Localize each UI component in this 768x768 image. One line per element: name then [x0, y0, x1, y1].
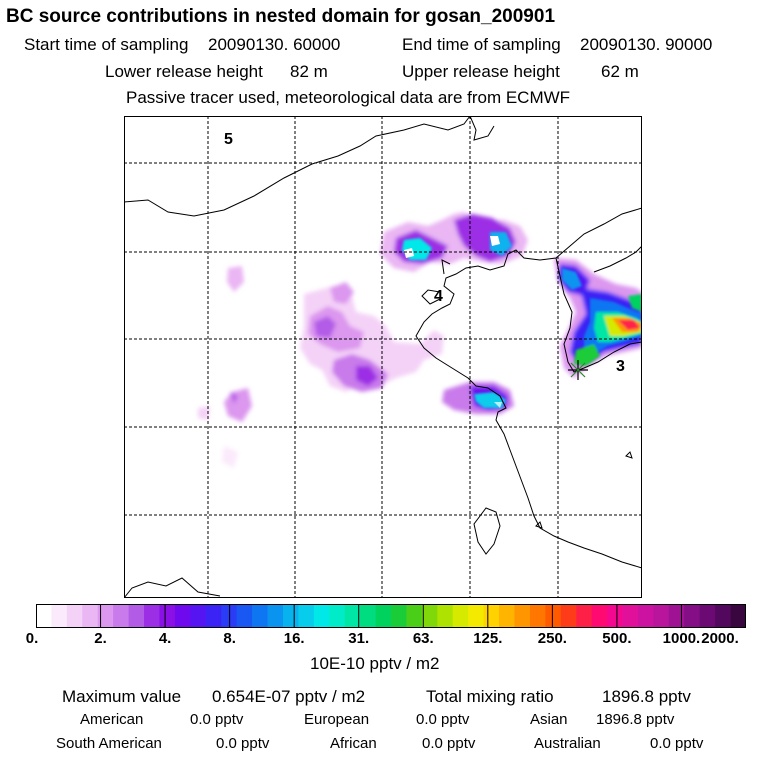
colorbar-cell [128, 604, 145, 628]
colorbar-cell [514, 604, 531, 628]
colorbar-cell [529, 604, 546, 628]
colorbar-tick-label: 1000. [662, 630, 701, 647]
colorbar-cell [684, 604, 701, 628]
asian-label: Asian [530, 711, 568, 728]
marker-5: 5 [224, 131, 233, 148]
colorbar-tick-label: 125. [473, 630, 503, 647]
max-value: 0.654E-07 pptv / m2 [212, 687, 366, 706]
total-mixing-label: Total mixing ratio [426, 687, 554, 706]
colorbar-cell [545, 604, 562, 628]
south-american-label: South American [56, 735, 162, 752]
upper-height-label: Upper release height [402, 62, 560, 81]
colorbar-tick-label: 16. [283, 630, 305, 647]
colorbar-tick-label: 0. [25, 630, 39, 647]
colorbar-cell [576, 604, 593, 628]
colorbar-cell [205, 604, 222, 628]
colorbar-cell [560, 604, 577, 628]
colorbar-cell [375, 604, 392, 628]
coastlines [124, 116, 642, 598]
australian-label: Australian [534, 735, 601, 752]
colorbar-cell [313, 604, 330, 628]
upper-height-value: 62 m [601, 62, 639, 81]
colorbar-major-ticks [100, 604, 682, 628]
colorbar-cell [468, 604, 485, 628]
colorbar-cell [236, 604, 253, 628]
colorbar-cell [190, 604, 207, 628]
colorbar-tick-label: 4. [158, 630, 172, 647]
colorbar-cell [113, 604, 130, 628]
colorbar-tick-label: 2. [94, 630, 107, 647]
colorbar-cell [406, 604, 423, 628]
marker-4: 4 [434, 288, 443, 305]
colorbar-cell [452, 604, 469, 628]
colorbar-cell [252, 604, 269, 628]
colorbar-tick-label: 63. [412, 630, 434, 647]
african-label: African [330, 735, 377, 752]
colorbar [36, 604, 746, 628]
colorbar-cell [730, 604, 746, 628]
source-contribution-map: 5 4 3 [124, 116, 642, 598]
colorbar-cell [499, 604, 515, 628]
african-value: 0.0 pptv [422, 735, 476, 752]
colorbar-tick-label: 2000. [701, 630, 739, 647]
american-value: 0.0 pptv [190, 711, 244, 728]
colorbar-tick-label: 31. [348, 630, 370, 647]
colorbar-cell [699, 604, 716, 628]
colorbar-cell [174, 604, 191, 628]
tracer-note: Passive tracer used, meteorological data… [126, 88, 571, 107]
start-time-value: 20090130. 60000 [208, 35, 341, 54]
american-label: American [80, 711, 144, 728]
south-american-value: 0.0 pptv [216, 735, 270, 752]
colorbar-tick-label: 8. [223, 630, 236, 647]
concentration-field [198, 212, 642, 468]
colorbar-cell [622, 604, 639, 628]
colorbar-cell [591, 604, 608, 628]
marker-3: 3 [616, 358, 625, 375]
colorbar-cell [715, 604, 732, 628]
colorbar-cell [51, 604, 68, 628]
australian-value: 0.0 pptv [650, 735, 704, 752]
colorbar-cell [82, 604, 99, 628]
colorbar-unit: 10E-10 pptv / m2 [310, 654, 440, 673]
total-mixing-value: 1896.8 pptv [602, 687, 691, 706]
end-time-value: 20090130. 90000 [580, 35, 713, 54]
colorbar-cell [421, 604, 438, 628]
colorbar-cell [36, 604, 52, 628]
plot-title: BC source contributions in nested domain… [6, 6, 556, 27]
colorbar-cell [668, 604, 685, 628]
colorbar-cell [144, 604, 160, 628]
colorbar-cell [637, 604, 654, 628]
european-label: European [304, 711, 370, 728]
colorbar-cell [159, 604, 176, 628]
max-value-label: Maximum value [62, 687, 182, 706]
colorbar-cell [360, 604, 377, 628]
colorbar-cell [267, 604, 284, 628]
colorbar-cell [653, 604, 670, 628]
lat-lon-grid [124, 116, 642, 598]
colorbar-tick-label: 250. [537, 630, 567, 647]
colorbar-cell [391, 604, 407, 628]
lower-height-value: 82 m [290, 62, 328, 81]
colorbar-cell [344, 604, 361, 628]
asian-value: 1896.8 pptv [596, 711, 675, 728]
colorbar-cell [97, 604, 114, 628]
receptor-star-icon [568, 360, 588, 380]
colorbar-cell [298, 604, 315, 628]
lower-height-label: Lower release height [105, 62, 263, 81]
european-value: 0.0 pptv [416, 711, 470, 728]
map-frame [124, 116, 642, 598]
colorbar-cell [437, 604, 454, 628]
start-time-label: Start time of sampling [24, 35, 189, 54]
colorbar-cell [607, 604, 624, 628]
colorbar-cell [66, 604, 83, 628]
colorbar-cell [483, 604, 500, 628]
colorbar-cell [329, 604, 346, 628]
colorbar-tick-label: 500. [602, 630, 632, 647]
end-time-label: End time of sampling [402, 35, 561, 54]
colorbar-cells [36, 604, 746, 628]
colorbar-cell [282, 604, 299, 628]
